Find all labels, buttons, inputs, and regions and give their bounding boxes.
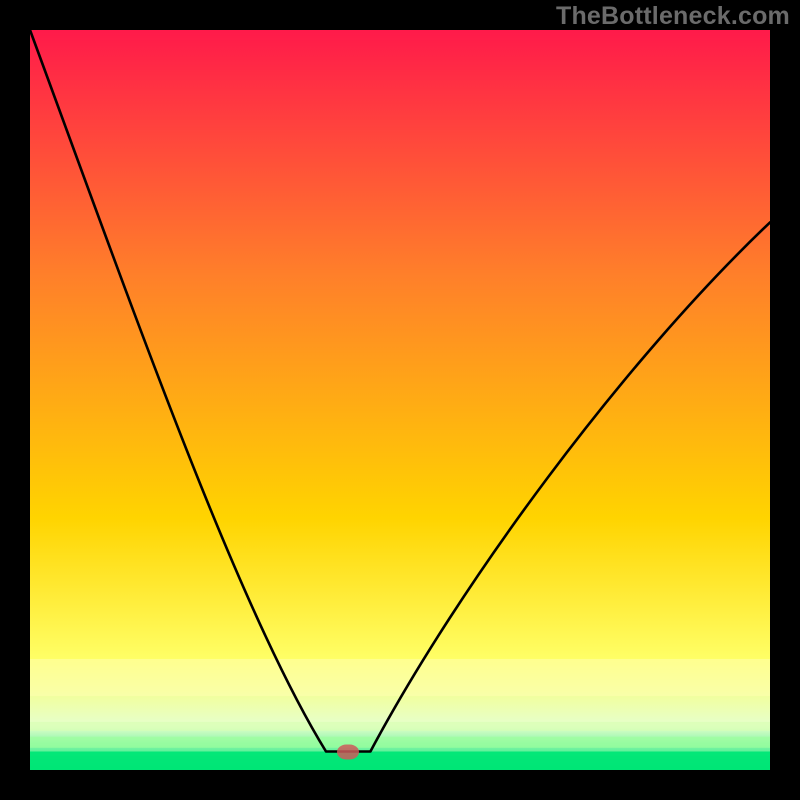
chart-frame: TheBottleneck.com [0, 0, 800, 800]
optimal-point-marker [337, 744, 359, 759]
curve-path [30, 30, 770, 752]
gradient-band [30, 752, 770, 771]
gradient-band [30, 659, 770, 696]
bottleneck-curve [0, 0, 800, 800]
gradient-band [30, 737, 770, 748]
band-overlays [30, 659, 770, 770]
gradient-band [30, 722, 770, 731]
